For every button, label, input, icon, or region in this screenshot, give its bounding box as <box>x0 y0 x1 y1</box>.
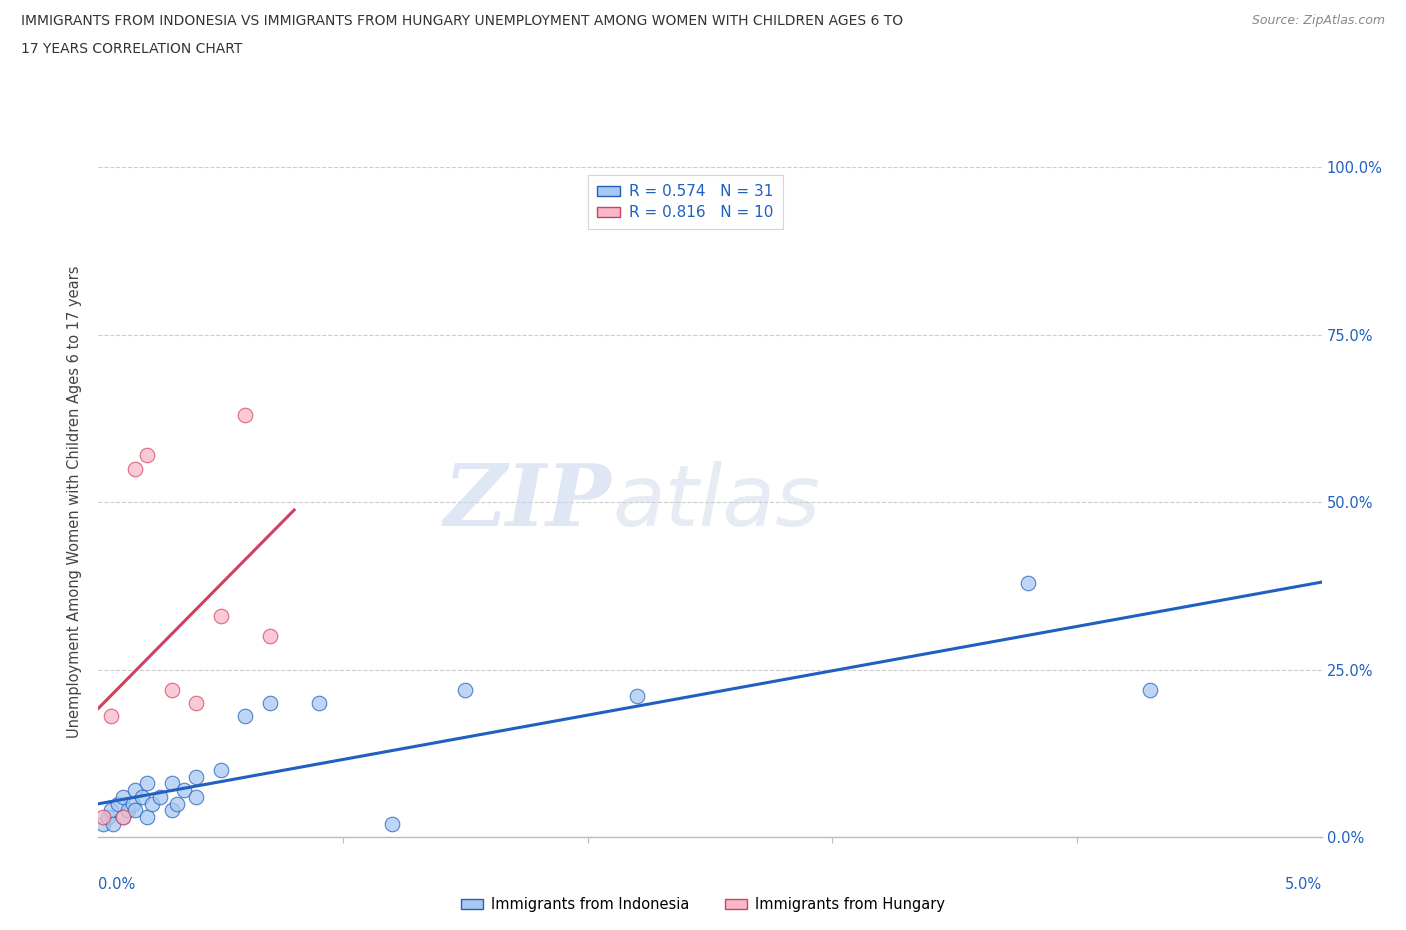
Point <box>209 608 232 623</box>
Point <box>186 769 208 784</box>
Point <box>160 803 183 817</box>
Point <box>173 783 195 798</box>
Point <box>259 629 281 644</box>
Point <box>136 448 159 463</box>
Point <box>97 809 120 824</box>
Text: 5.0%: 5.0% <box>1285 877 1322 892</box>
Point <box>186 696 208 711</box>
Point <box>124 461 146 476</box>
Text: Source: ZipAtlas.com: Source: ZipAtlas.com <box>1251 14 1385 27</box>
Point <box>136 776 159 790</box>
Point <box>166 796 188 811</box>
Point <box>1017 575 1039 590</box>
Point <box>111 790 134 804</box>
Text: 17 YEARS CORRELATION CHART: 17 YEARS CORRELATION CHART <box>21 42 242 56</box>
Y-axis label: Unemployment Among Women with Children Ages 6 to 17 years: Unemployment Among Women with Children A… <box>67 266 83 738</box>
Point <box>111 809 134 824</box>
Text: atlas: atlas <box>612 460 820 544</box>
Point <box>160 683 183 698</box>
Text: 0.0%: 0.0% <box>98 877 135 892</box>
Point <box>136 809 159 824</box>
Point <box>124 783 146 798</box>
Point <box>117 803 139 817</box>
Point <box>149 790 172 804</box>
Text: ZIP: ZIP <box>444 460 612 544</box>
Point <box>124 803 146 817</box>
Point <box>1139 683 1161 698</box>
Text: IMMIGRANTS FROM INDONESIA VS IMMIGRANTS FROM HUNGARY UNEMPLOYMENT AMONG WOMEN WI: IMMIGRANTS FROM INDONESIA VS IMMIGRANTS … <box>21 14 903 28</box>
Point <box>233 709 256 724</box>
Legend: R = 0.574   N = 31, R = 0.816   N = 10: R = 0.574 N = 31, R = 0.816 N = 10 <box>588 175 783 230</box>
Point <box>454 683 477 698</box>
Point <box>100 803 122 817</box>
Point <box>233 407 256 422</box>
Point <box>308 696 330 711</box>
Point <box>160 776 183 790</box>
Point <box>259 696 281 711</box>
Legend: Immigrants from Indonesia, Immigrants from Hungary: Immigrants from Indonesia, Immigrants fr… <box>456 891 950 918</box>
Point <box>101 817 124 831</box>
Point <box>111 809 134 824</box>
Point <box>91 809 114 824</box>
Point <box>141 796 163 811</box>
Point <box>91 817 114 831</box>
Point <box>131 790 153 804</box>
Point <box>381 817 404 831</box>
Point <box>209 763 232 777</box>
Point <box>186 790 208 804</box>
Point <box>121 796 143 811</box>
Point <box>626 689 648 704</box>
Point <box>107 796 129 811</box>
Point <box>100 709 122 724</box>
